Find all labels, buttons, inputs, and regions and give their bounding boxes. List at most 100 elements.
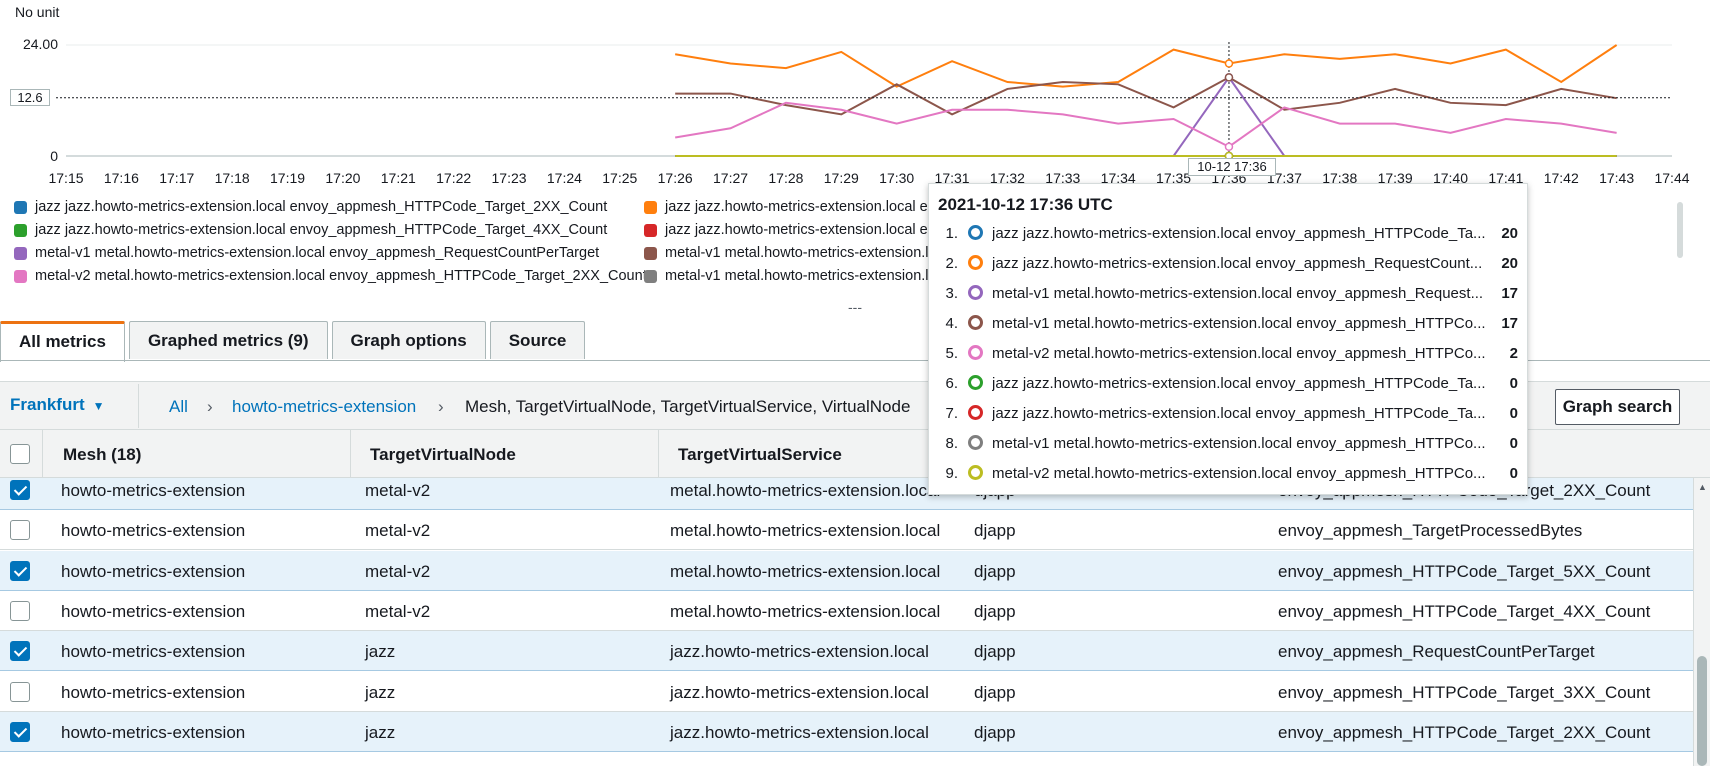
series-marker-icon <box>968 435 983 450</box>
cell-node: metal-v2 <box>365 561 431 581</box>
tooltip-row-label: jazz jazz.howto-metrics-extension.local … <box>992 405 1486 422</box>
legend-item[interactable]: jazz jazz.howto-metrics-extension.local … <box>14 222 607 238</box>
series-line-5[interactable] <box>675 75 1617 157</box>
legend-swatch <box>14 200 27 214</box>
column-header-target-virtual-service[interactable]: TargetVirtualService <box>678 445 842 464</box>
tooltip-row-number: 3. <box>945 285 958 302</box>
tab-divider <box>0 360 1710 361</box>
x-tick-label: 17:38 <box>1322 170 1358 186</box>
column-divider[interactable] <box>658 430 659 478</box>
breadcrumb-separator-icon: › <box>438 397 444 416</box>
tab-all-metrics[interactable]: All metrics <box>0 321 125 362</box>
tab-source[interactable]: Source <box>489 321 586 359</box>
breadcrumb-dimensions: Mesh, TargetVirtualNode, TargetVirtualSe… <box>465 397 911 416</box>
x-tick-label: 17:34 <box>1100 170 1136 186</box>
tooltip-row: 2. jazz jazz.howto-metrics-extension.loca… <box>938 248 1518 276</box>
x-crosshair-label: 10-12 17:36 <box>1188 158 1276 176</box>
cell-mesh: howto-metrics-extension <box>61 481 246 500</box>
x-tick-label: 17:20 <box>325 170 361 186</box>
series-point <box>1224 142 1234 151</box>
row-checkbox[interactable] <box>10 480 30 500</box>
table-row[interactable]: howto-metrics-extension jazz jazz.howto-me… <box>0 631 1693 672</box>
breadcrumb-namespace[interactable]: howto-metrics-extension <box>232 397 417 416</box>
unit-label: No unit <box>15 4 60 20</box>
metrics-tabs: All metrics Graphed metrics (9) Graph opti… <box>0 321 589 362</box>
x-tick-label: 17:42 <box>1543 170 1579 186</box>
cell-mesh: howto-metrics-extension <box>61 521 246 541</box>
series-marker-icon <box>968 375 983 390</box>
x-tick-label: 17:25 <box>602 170 638 186</box>
x-tick-label: 17:35 <box>1156 170 1192 186</box>
legend-label: metal-v1 metal.howto-metrics-extension.l… <box>35 245 600 261</box>
tab-graphed-metrics-9[interactable]: Graphed metrics (9) <box>128 321 328 359</box>
cell-vnode: djapp <box>974 642 1016 662</box>
cell-mesh: howto-metrics-extension <box>61 682 246 702</box>
row-checkbox[interactable] <box>10 560 30 581</box>
scroll-up-icon[interactable]: ▲ <box>1698 482 1707 492</box>
legend-swatch <box>644 269 657 283</box>
series-marker-icon <box>968 465 983 480</box>
breadcrumb-all[interactable]: All <box>169 397 188 416</box>
cell-vnode: djapp <box>974 722 1016 742</box>
chart-tooltip: 2021-10-12 17:36 UTC 1. jazz jazz.howto-m… <box>928 183 1528 495</box>
cell-metric: envoy_appmesh_HTTPCode_Target_2XX_Count <box>1278 722 1651 742</box>
cell-mesh: howto-metrics-extension <box>61 722 246 742</box>
cell-node: metal-v2 <box>365 481 431 500</box>
legend-swatch <box>644 246 657 260</box>
series-point <box>1224 73 1234 82</box>
legend-item[interactable]: metal-v1 metal.howto-metrics-extension.l… <box>14 245 599 261</box>
row-checkbox[interactable] <box>10 600 30 621</box>
legend-scrollbar[interactable] <box>1677 202 1683 258</box>
tooltip-row-value: 17 <box>1501 315 1518 332</box>
scrollbar-thumb[interactable] <box>1697 656 1707 766</box>
cell-metric: envoy_appmesh_HTTPCode_Target_5XX_Count <box>1278 561 1651 581</box>
tooltip-row-label: metal-v2 metal.howto-metrics-extension.l… <box>992 345 1486 362</box>
legend-swatch <box>644 200 657 214</box>
region-selector[interactable]: Frankfurt ▼ <box>10 395 105 415</box>
tooltip-row-value: 2 <box>1509 345 1518 362</box>
tab-graph-options[interactable]: Graph options <box>331 321 486 359</box>
table-row[interactable]: howto-metrics-extension metal-v2 metal.how… <box>0 510 1693 551</box>
legend-item[interactable]: jazz jazz.howto-metrics-extension.local … <box>14 199 607 215</box>
table-row[interactable]: howto-metrics-extension jazz jazz.howto-me… <box>0 672 1693 712</box>
column-divider[interactable] <box>350 430 351 478</box>
select-all-checkbox[interactable] <box>10 444 30 464</box>
cell-node: metal-v2 <box>365 521 431 541</box>
x-tick-label: 17:27 <box>713 170 749 186</box>
tooltip-row: 8. metal-v1 metal.howto-metrics-extension… <box>938 428 1518 456</box>
column-header-mesh[interactable]: Mesh (18) <box>63 445 142 464</box>
legend-item[interactable]: metal-v2 metal.howto-metrics-extension.l… <box>14 268 647 284</box>
row-checkbox[interactable] <box>10 520 30 541</box>
table-row[interactable]: howto-metrics-extension jazz jazz.howto-me… <box>0 711 1693 752</box>
x-tick-label: 17:32 <box>989 170 1025 186</box>
table-row[interactable]: howto-metrics-extension metal-v2 metal.how… <box>0 550 1693 591</box>
cell-service: metal.howto-metrics-extension.local <box>670 601 941 621</box>
region-label: Frankfurt <box>10 395 85 414</box>
legend-swatch <box>14 223 27 237</box>
series-marker-icon <box>968 255 983 270</box>
x-tick-label: 17:18 <box>214 170 250 186</box>
row-checkbox[interactable] <box>10 721 30 742</box>
graph-search-button[interactable]: Graph search <box>1555 389 1680 425</box>
series-line-6[interactable] <box>675 76 1617 116</box>
column-header-target-virtual-node[interactable]: TargetVirtualNode <box>370 445 516 464</box>
legend-label: jazz jazz.howto-metrics-extension.local … <box>35 199 608 215</box>
row-checkbox[interactable] <box>10 641 30 662</box>
series-line-7[interactable] <box>675 101 1617 148</box>
tooltip-row-number: 5. <box>945 345 958 362</box>
series-line-2[interactable] <box>675 44 1618 88</box>
line-chart[interactable] <box>0 0 1710 190</box>
table-row[interactable]: howto-metrics-extension metal-v2 metal.how… <box>0 591 1693 631</box>
series-marker-icon <box>968 345 983 360</box>
tooltip-row-value: 20 <box>1501 255 1518 272</box>
table-scrollbar[interactable]: ▲ <box>1693 478 1710 766</box>
column-divider <box>42 430 43 478</box>
tooltip-row-label: metal-v1 metal.howto-metrics-extension.l… <box>992 435 1486 452</box>
tooltip-row-number: 4. <box>945 315 958 332</box>
cell-service: jazz.howto-metrics-extension.local <box>670 722 929 742</box>
tooltip-row: 1. jazz jazz.howto-metrics-extension.loca… <box>938 218 1518 246</box>
legend-expand-handle[interactable]: --- <box>848 299 862 315</box>
x-tick-label: 17:22 <box>436 170 472 186</box>
cell-metric: envoy_appmesh_HTTPCode_Target_4XX_Count <box>1278 601 1651 621</box>
row-checkbox[interactable] <box>10 681 30 702</box>
